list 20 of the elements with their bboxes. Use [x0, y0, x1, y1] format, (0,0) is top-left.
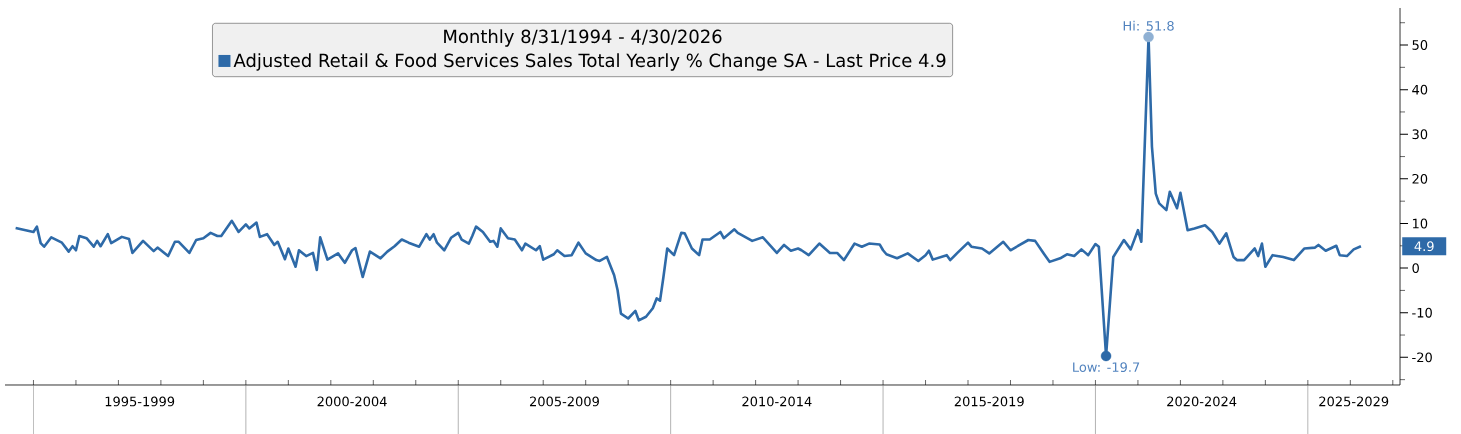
y-tick-label: -20: [1412, 352, 1432, 363]
legend-title: Monthly 8/31/1994 - 4/30/2026: [444, 29, 722, 47]
y-tick-label: 50: [1412, 40, 1428, 50]
x-tick-label: 1995-1999: [105, 396, 175, 407]
x-tick-label: 2000-2004: [317, 396, 387, 407]
x-tick-label: 2020-2024: [1167, 396, 1237, 407]
annotation: Low: -19.7: [1073, 362, 1140, 373]
y-tick-label: 30: [1412, 129, 1428, 140]
x-tick-label: 2025-2029: [1319, 396, 1389, 407]
y-tick-label: 40: [1412, 84, 1428, 95]
x-tick-label: 2005-2009: [529, 396, 599, 407]
x-tick-label: 2015-2019: [954, 396, 1024, 407]
x-tick-label: 2010-2014: [742, 396, 812, 407]
annotation: Hi: 51.8: [1123, 20, 1174, 31]
y-tick-label: 20: [1412, 173, 1428, 184]
y-tick-label: -10: [1412, 307, 1432, 318]
y-tick-label: 0: [1412, 263, 1419, 274]
text: 4.9: [1414, 241, 1434, 252]
y-tick-label: 10: [1412, 218, 1428, 229]
legend-label: Adjusted Retail & Food Services Sales Total Yearly % Change SA - Last Price 4.9: [233, 53, 946, 71]
